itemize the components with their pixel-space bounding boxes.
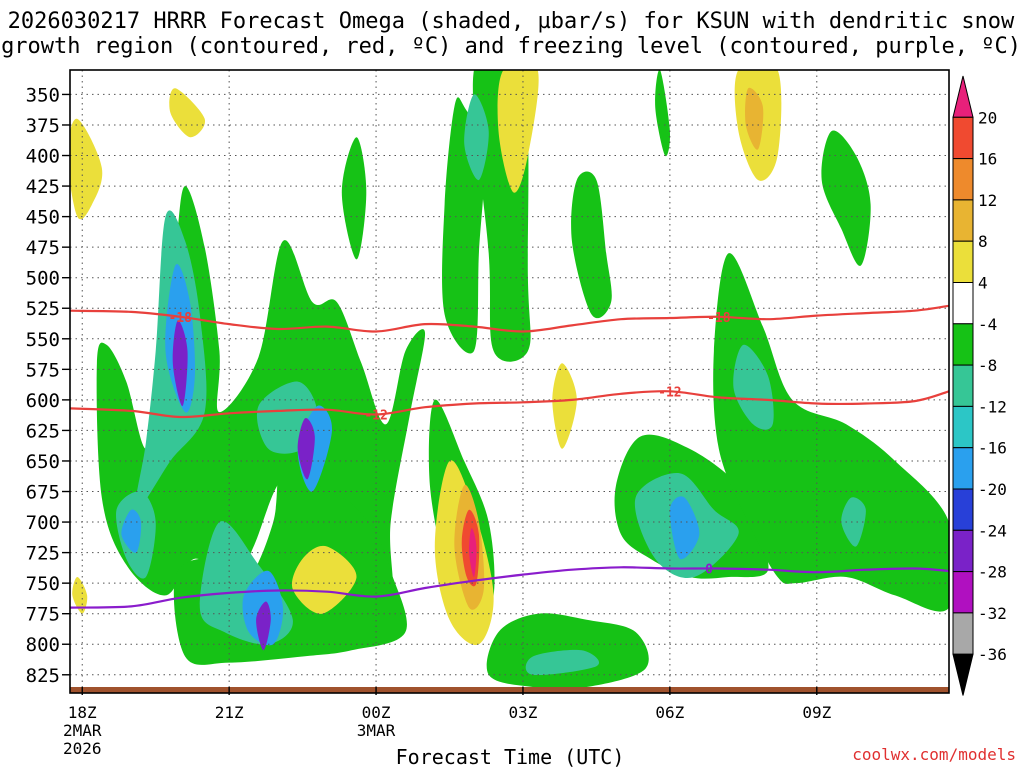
contour-label-2-0: 0 <box>705 562 713 577</box>
omega-shading <box>70 70 949 687</box>
y-tick-label-725: 725 <box>26 543 60 565</box>
colorbar-bin-3 <box>952 199 974 242</box>
omega-region-1-4 <box>464 94 489 181</box>
colorbar-label-8: 8 <box>978 232 988 251</box>
y-tick-label-450: 450 <box>26 207 60 229</box>
colorbar-label--32: -32 <box>978 604 1007 623</box>
colorbar-bin-9 <box>952 447 974 490</box>
chart-title-line1: 2026030217 HRRR Forecast Omega (shaded, … <box>8 9 1015 34</box>
grid-lines <box>70 70 949 687</box>
y-tick-label-700: 700 <box>26 512 60 534</box>
y-tick-label-750: 750 <box>26 573 60 595</box>
colorbar: 20 16 12 8 4 -4 -8 -12 -16 -20 -24 -28 -32 -36 <box>952 75 1007 696</box>
omega-region-3-1 <box>297 417 315 480</box>
omega-region-3-0 <box>172 320 188 407</box>
x-year-label-18Z: 2026 <box>63 739 102 758</box>
colorbar-bin-8 <box>952 405 974 449</box>
y-tick-label-800: 800 <box>26 634 60 656</box>
colorbar-bin-6 <box>952 323 974 366</box>
omega-region-4-6 <box>291 545 357 614</box>
x-tick-label-00Z: 00Z <box>362 703 391 722</box>
omega-region-0-6 <box>571 171 612 319</box>
y-tick-label-775: 775 <box>26 604 60 626</box>
x-date-label-18Z: 2MAR <box>63 721 102 740</box>
contour-line-1 <box>70 390 949 419</box>
colorbar-cap-bottom <box>952 653 974 696</box>
y-tick-label-500: 500 <box>26 268 60 290</box>
x-tick-label-06Z: 06Z <box>655 703 684 722</box>
y-tick-label-575: 575 <box>26 359 60 381</box>
colorbar-bin-13 <box>952 612 974 655</box>
y-tick-label-375: 375 <box>26 115 60 137</box>
omega-region-4-2 <box>497 70 539 193</box>
contour-line-2 <box>70 566 949 609</box>
x-tick-label-18Z: 18Z <box>68 703 97 722</box>
colorbar-bin-5 <box>952 282 974 325</box>
omega-region-4-7 <box>72 577 88 614</box>
omega-region-2-2 <box>121 509 142 553</box>
contour-label-0-0: -18 <box>168 311 192 326</box>
y-tick-label-525: 525 <box>26 298 60 320</box>
colorbar-bin-4 <box>952 240 974 283</box>
chart-title-line2: growth region (contoured, red, ºC) and f… <box>1 34 1021 59</box>
colorbar-label--12: -12 <box>978 397 1007 416</box>
colorbar-label--36: -36 <box>978 645 1007 664</box>
y-tick-label-475: 475 <box>26 237 60 259</box>
omega-region-1-8 <box>525 649 600 676</box>
x-axis-label: Forecast Time (UTC) <box>396 745 625 768</box>
omega-region-0-2 <box>341 137 367 260</box>
contour-line-0 <box>70 304 949 333</box>
colorbar-label--8: -8 <box>978 356 997 375</box>
colorbar-label--28: -28 <box>978 563 1007 582</box>
omega-region-1-7 <box>841 497 866 547</box>
omega-region-4-4 <box>552 363 577 449</box>
omega-region-4-0 <box>70 118 103 220</box>
temperature-contours: -18 -18 -12 -12 0 <box>70 304 949 609</box>
colorbar-bin-10 <box>952 488 974 531</box>
colorbar-label-20: 20 <box>978 108 997 127</box>
contour-label-0-1: -18 <box>707 311 731 326</box>
omega-region-2-4 <box>669 496 700 560</box>
colorbar-label--16: -16 <box>978 439 1007 458</box>
colorbar-bin-7 <box>952 364 974 407</box>
colorbar-bin-11 <box>952 529 974 573</box>
omega-region-0-9 <box>655 70 671 157</box>
colorbar-label--24: -24 <box>978 521 1007 540</box>
x-tick-label-21Z: 21Z <box>215 703 244 722</box>
credit-text: coolwx.com/models <box>852 745 1016 764</box>
colorbar-label-4: 4 <box>978 274 988 293</box>
omega-region-1-6 <box>733 344 774 430</box>
y-tick-label-825: 825 <box>26 665 60 687</box>
x-tick-label-09Z: 09Z <box>802 703 831 722</box>
colorbar-bin-1 <box>952 116 974 160</box>
y-tick-label-400: 400 <box>26 146 60 168</box>
omega-region-0-10 <box>821 130 871 266</box>
y-tick-label-550: 550 <box>26 329 60 351</box>
omega-region-5-0 <box>745 87 764 150</box>
colorbar-label--20: -20 <box>978 480 1007 499</box>
colorbar-label-16: 16 <box>978 150 997 169</box>
omega-region-3-2 <box>256 601 271 651</box>
y-axis: 350 375 400 425 450 475 500 525 550 575 600 625 650 6… <box>26 84 70 687</box>
x-tick-label-03Z: 03Z <box>509 703 538 722</box>
colorbar-bin-2 <box>952 158 974 201</box>
y-tick-label-625: 625 <box>26 420 60 442</box>
plot-frame <box>69 69 950 694</box>
colorbar-bin-12 <box>952 571 974 614</box>
colorbar-label--4: -4 <box>978 315 997 334</box>
colorbar-cap-top <box>952 75 974 118</box>
y-tick-label-675: 675 <box>26 482 60 504</box>
x-date-label-00Z: 3MAR <box>357 721 396 740</box>
y-tick-label-350: 350 <box>26 84 60 106</box>
y-tick-label-650: 650 <box>26 451 60 473</box>
y-tick-label-600: 600 <box>26 390 60 412</box>
contour-label-1-1: -12 <box>658 385 681 400</box>
colorbar-label-12: 12 <box>978 191 997 210</box>
ground-bar <box>70 687 949 693</box>
y-tick-label-425: 425 <box>26 176 60 198</box>
contour-label-1-0: -12 <box>364 409 387 424</box>
omega-region-4-1 <box>169 88 206 138</box>
